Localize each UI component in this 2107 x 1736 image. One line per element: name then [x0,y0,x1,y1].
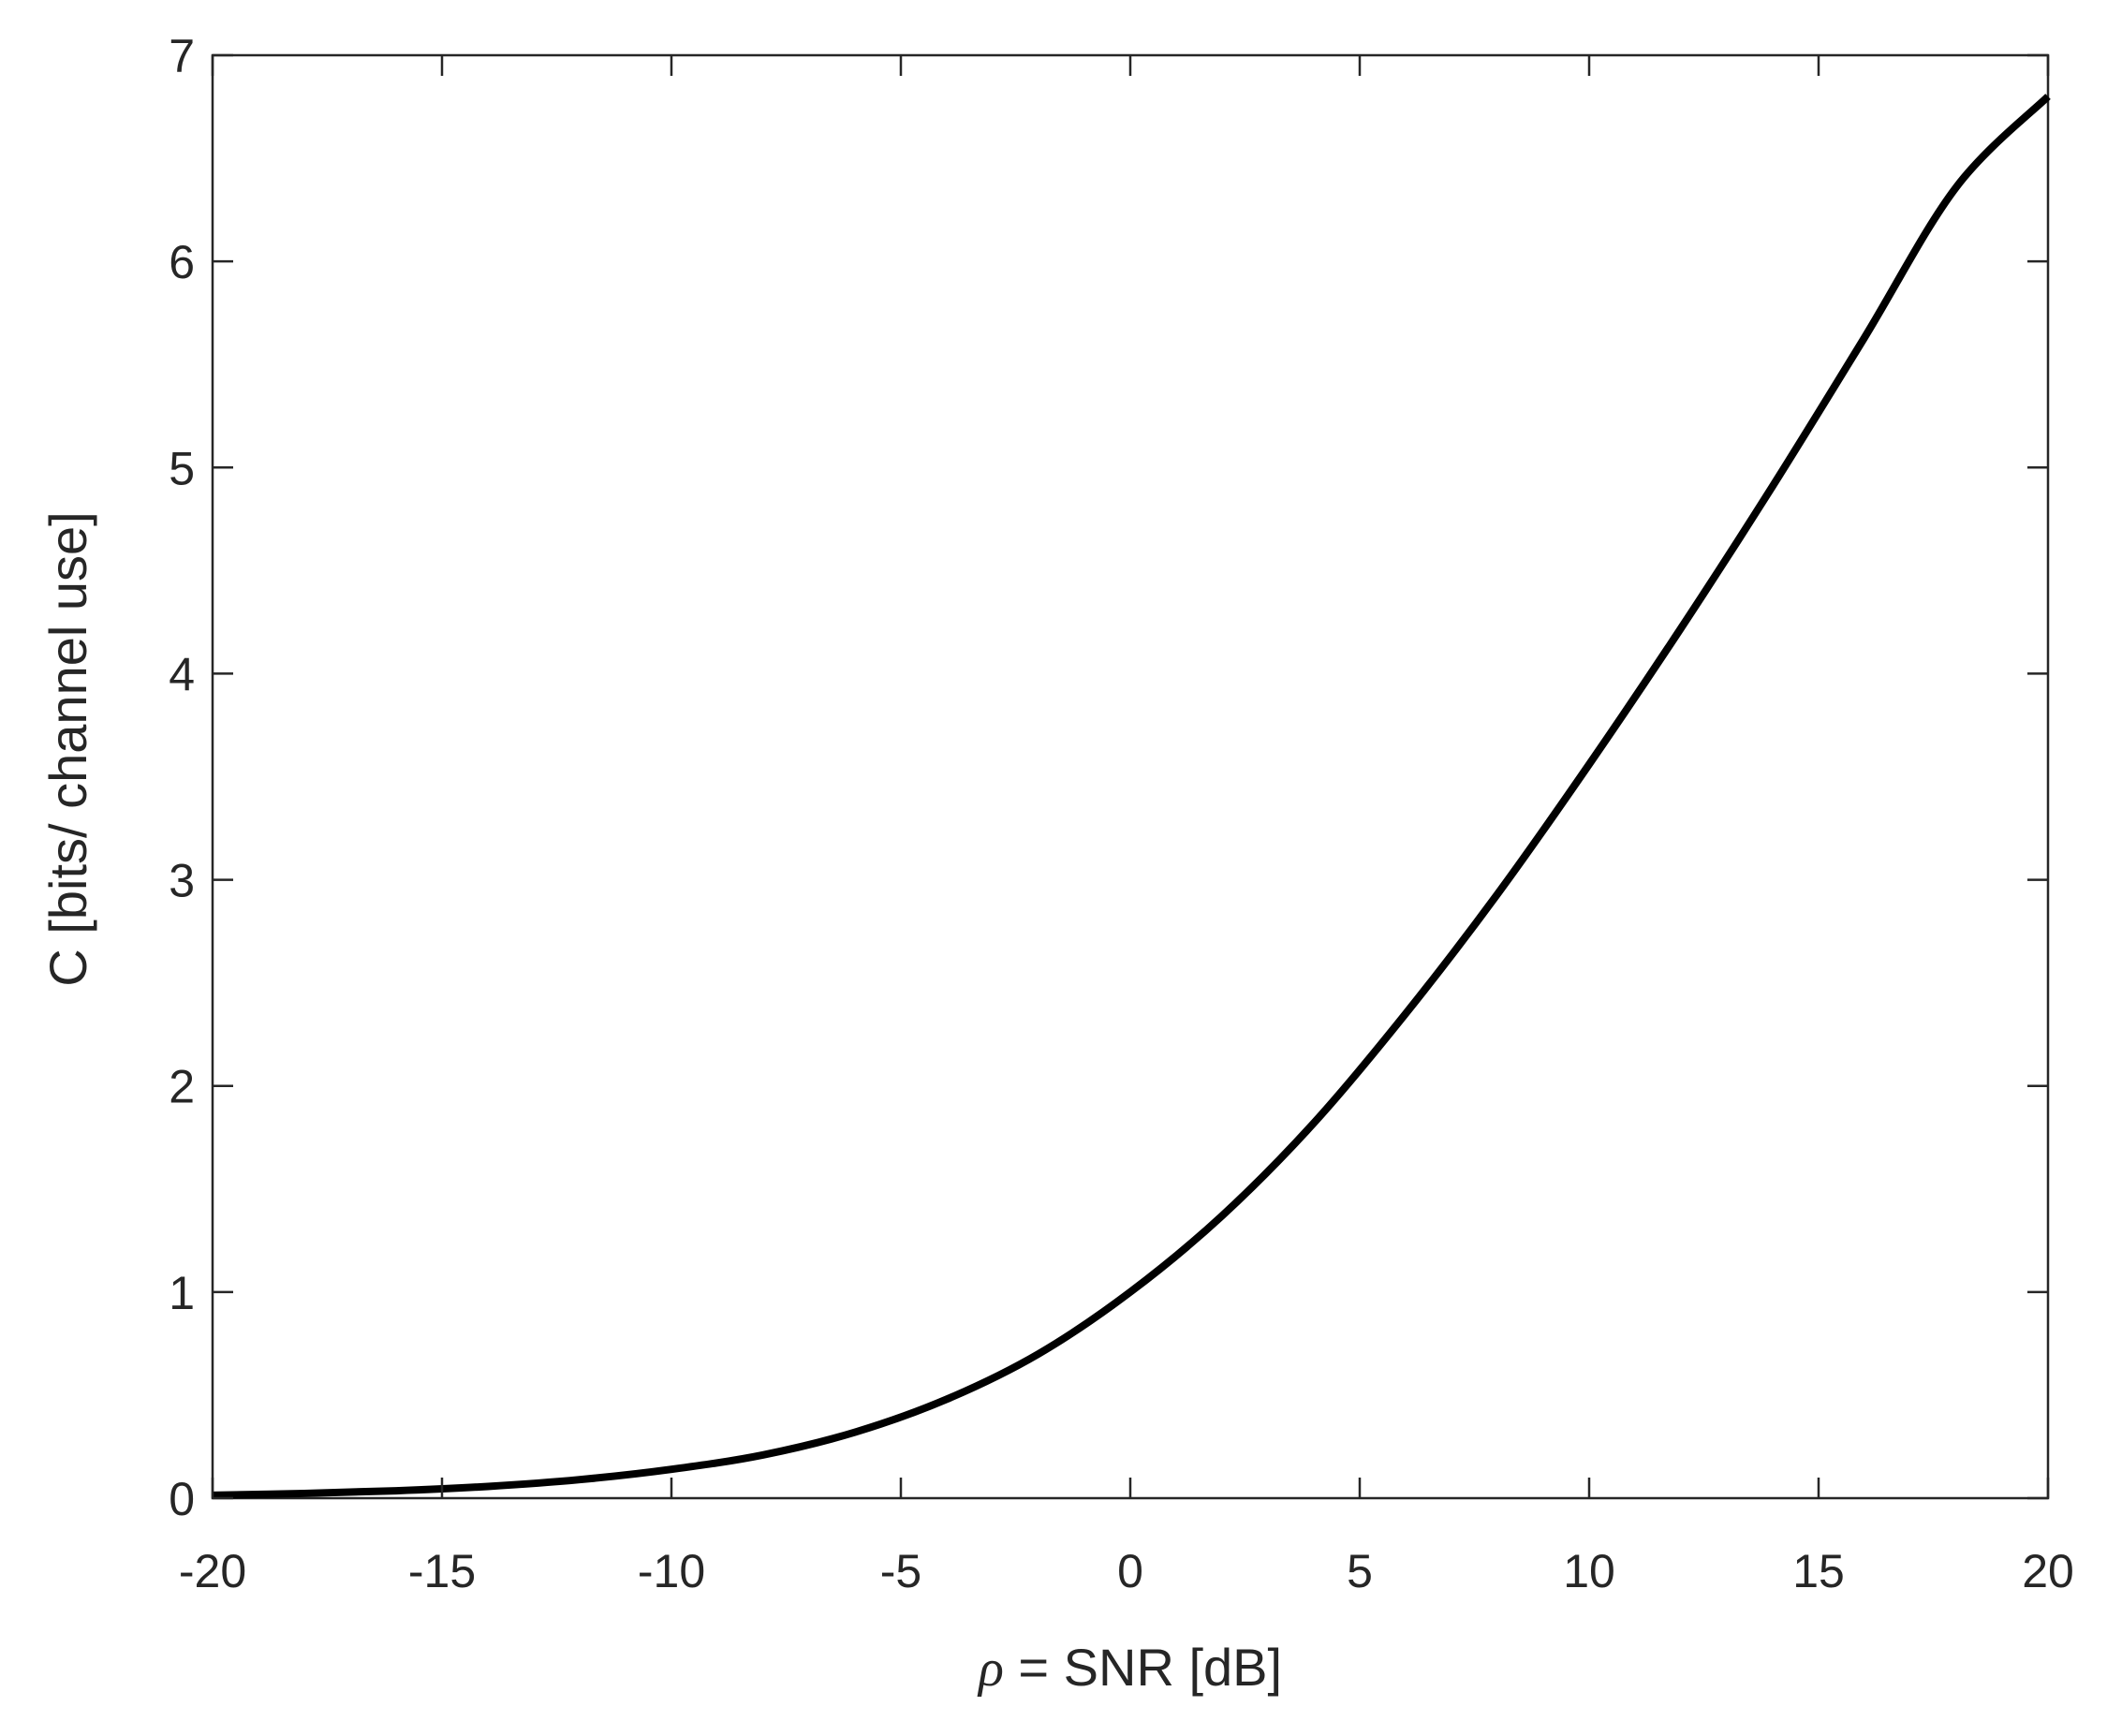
y-tick-label: 0 [169,1473,195,1525]
x-tick-label: -15 [408,1545,476,1597]
capacity-curve [212,94,2051,1499]
y-tick-label: 7 [169,30,195,82]
y-tick-labels: 0 1 2 3 4 5 6 7 [169,30,195,1525]
y-tick-label: 1 [169,1267,195,1319]
x-axis-label: ρ = SNR [dB] [977,1638,1282,1698]
x-axis-label-symbol: ρ [977,1640,1004,1698]
x-tick-label: -10 [638,1545,705,1597]
x-tick-labels: -20 -15 -10 -5 0 5 10 15 20 [179,1545,2074,1597]
y-tick-label: 5 [169,442,195,494]
x-tick-label: 15 [1792,1545,1845,1597]
x-tick-label: 20 [2022,1545,2074,1597]
x-axis-label-text: = SNR [dB] [1004,1638,1282,1697]
x-tick-label: 5 [1347,1545,1373,1597]
tick-marks [211,53,2050,1500]
y-tick-label: 6 [169,236,195,288]
plot-frame [211,53,2050,1500]
x-tick-label: -20 [179,1545,246,1597]
y-tick-label: 2 [169,1061,195,1113]
y-axis-label: C [bits/ channel use] [38,511,97,986]
plot-area [211,53,2051,1500]
x-tick-label: -5 [880,1545,921,1597]
x-tick-label: 10 [1563,1545,1615,1597]
y-tick-label: 3 [169,855,195,907]
y-tick-label: 4 [169,648,195,700]
x-tick-label: 0 [1117,1545,1143,1597]
